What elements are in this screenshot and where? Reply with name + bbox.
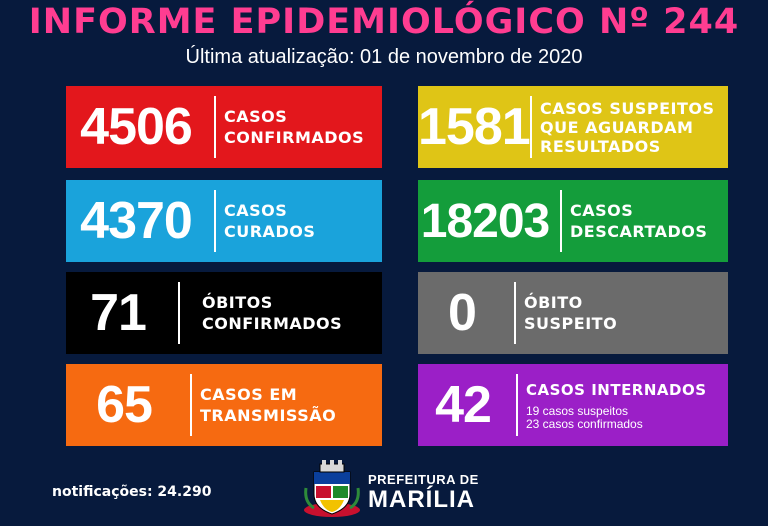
suspected-death-value: 0	[448, 284, 477, 342]
notifications-count: notificações: 24.290	[52, 484, 212, 500]
hospitalized-suspected: 19 casos suspeitos	[526, 403, 629, 418]
divider	[530, 96, 532, 158]
discarded-value: 18203	[420, 194, 550, 248]
card-recovered: 4370 CASOS CURADOS	[66, 180, 382, 262]
discarded-label: CASOS DESCARTADOS	[570, 201, 708, 241]
city-hall-name: PREFEITURA DE MARÍLIA	[368, 472, 479, 513]
hospitalized-confirmed: 23 casos confirmados	[526, 416, 643, 431]
transmission-label: CASOS EM TRANSMISSÃO	[200, 385, 337, 425]
card-deaths: 71 ÓBITOS CONFIRMADOS	[66, 272, 382, 354]
card-transmission: 65 CASOS EM TRANSMISSÃO	[66, 364, 382, 446]
divider	[214, 96, 216, 158]
last-update: Última atualização: 01 de novembro de 20…	[185, 46, 583, 68]
confirmed-label: CASOS CONFIRMADOS	[224, 107, 365, 147]
divider	[178, 282, 180, 344]
suspected-death-label: ÓBITO SUSPEITO	[524, 293, 618, 333]
transmission-value: 65	[96, 376, 153, 434]
deaths-label: ÓBITOS CONFIRMADOS	[202, 293, 343, 333]
page-title: INFORME EPIDEMIOLÓGICO Nº 244	[28, 2, 740, 42]
divider	[560, 190, 562, 252]
suspected-label: CASOS SUSPEITOS QUE AGUARDAM RESULTADOS	[540, 98, 715, 156]
card-confirmed: 4506 CASOS CONFIRMADOS	[66, 86, 382, 168]
recovered-value: 4370	[80, 192, 193, 250]
confirmed-value: 4506	[80, 98, 193, 156]
divider	[190, 374, 192, 436]
divider	[214, 190, 216, 252]
recovered-label: CASOS CURADOS	[224, 201, 316, 241]
card-discarded: 18203 CASOS DESCARTADOS	[418, 180, 728, 262]
card-suspected-death: 0 ÓBITO SUSPEITO	[418, 272, 728, 354]
hospitalized-label: CASOS INTERNADOS 19 casos suspeitos 23 c…	[526, 380, 707, 431]
suspected-value: 1581	[418, 98, 531, 156]
card-suspected: 1581 CASOS SUSPEITOS QUE AGUARDAM RESULT…	[418, 86, 728, 168]
divider	[516, 374, 518, 436]
hospitalized-value: 42	[435, 376, 492, 434]
deaths-value: 71	[90, 284, 147, 342]
card-hospitalized: 42 CASOS INTERNADOS 19 casos suspeitos 2…	[418, 364, 728, 446]
city-coat-of-arms-logo	[304, 460, 360, 517]
divider	[514, 282, 516, 344]
